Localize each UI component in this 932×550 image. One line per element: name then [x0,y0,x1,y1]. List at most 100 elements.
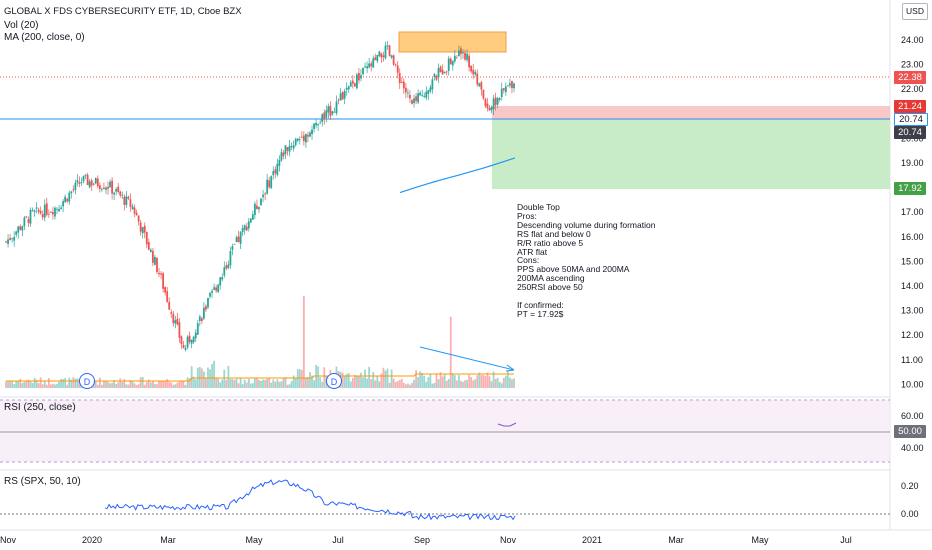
candle-body [56,208,58,210]
volume-bar [476,375,479,388]
volume-bar [415,370,417,388]
volume-bar [278,381,281,388]
note-line: Double Top [517,202,560,212]
note-line: PPS above 50MA and 200MA [517,264,630,275]
candle-body [256,205,258,210]
time-tick-label: Jul [840,535,852,545]
volume-bar [390,369,393,388]
volume-bar [64,377,67,388]
candle-body [500,88,503,98]
rsi-band [0,400,890,462]
candle-body [41,213,44,218]
candle-body [23,217,26,227]
volume-indicator-label[interactable]: Vol (20) [4,20,39,31]
rsi-indicator-label[interactable]: RSI (250, close) [4,402,76,413]
arrow-head [505,364,515,372]
time-tick-label: May [751,535,769,545]
volume-bar [439,372,442,388]
candle-body [276,163,279,175]
note-line: Pros: [517,210,537,221]
volume-bar [368,366,371,388]
volume-bar [47,378,50,388]
volume-bar [166,379,169,388]
candle-body [149,249,152,252]
candle-body [474,71,477,75]
volume-bar [458,374,460,388]
volume-bar [313,380,315,388]
volume-bar [58,381,60,388]
volume-bar [178,381,181,388]
currency-button[interactable]: USD [902,3,928,20]
price-tick-label: 11.00 [901,355,923,365]
candle-body [360,75,362,79]
candle-body [374,57,377,61]
note-line: If confirmed: [517,299,564,310]
volume-bar [9,381,11,388]
stop-price-tag: 21.24 [894,100,926,113]
volume-bar [484,376,487,388]
volume-bar [358,375,360,388]
volume-bar [111,382,113,388]
candle-body [143,225,146,233]
candle-body [384,45,387,59]
volume-bar [480,375,483,388]
volume-bar [239,378,242,388]
candle-body [162,273,164,289]
candle-body [394,63,397,65]
candle-body [388,45,391,56]
dividend-badge[interactable]: D [326,373,342,389]
volume-bar [460,380,462,388]
rs-tick: 0.20 [901,481,919,491]
candle-body [284,145,287,155]
volume-bar [194,379,197,388]
candle-body [19,226,22,230]
volume-bar [149,382,152,388]
ma-indicator-label[interactable]: MA (200, close, 0) [4,32,85,43]
candle-body [88,181,91,188]
rs-indicator-label[interactable]: RS (SPX, 50, 10) [4,476,81,487]
candle-body [413,98,415,104]
volume-bar [276,379,279,388]
volume-bar [176,382,179,388]
volume-bar [402,383,405,388]
candle-body [117,186,120,192]
candle-body [372,58,375,68]
candle-body [121,194,124,196]
candle-body [386,45,389,47]
volume-bar [227,365,230,388]
candle-body [58,209,60,212]
candle-body [60,207,62,210]
candle-body [319,122,322,124]
dividend-badge[interactable]: D [79,373,95,389]
candle-body [168,302,171,310]
volume-bar [25,381,28,388]
volume-bar [364,369,366,388]
candle-body [335,101,338,114]
candle-body [27,219,30,223]
volume-bar [68,377,71,388]
note-line: RS flat and below 0 [517,228,591,239]
volume-bar [103,380,105,388]
volume-bar [209,369,211,388]
volume-bar [164,381,167,388]
candle-body [92,183,95,185]
volume-bar [145,382,148,388]
volume-bar [274,381,277,388]
volume-bar [345,373,348,388]
volume-bar [511,379,513,388]
candle-body [378,51,381,57]
candle-body [80,182,83,184]
candle-body [86,174,89,185]
price-tick-label: 15.00 [901,256,924,266]
volume-bar [135,384,138,388]
volume-bar [372,372,375,388]
volume-bar [492,371,495,388]
candle-body [341,92,344,100]
candle-body [268,180,271,188]
volume-bar [398,380,401,388]
volume-bar [490,381,493,388]
candle-body [468,55,471,68]
candle-body [52,212,54,215]
candle-body [362,68,364,75]
